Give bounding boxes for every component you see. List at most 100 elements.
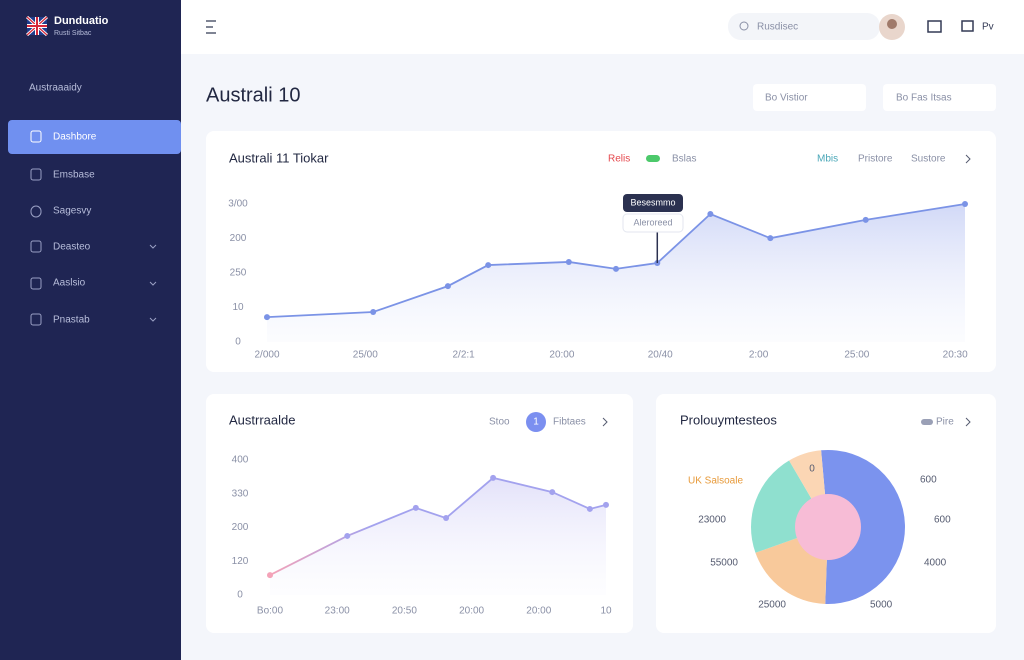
x-tick-label: 20/40 xyxy=(648,350,673,361)
section-label: Austraaaidy xyxy=(29,83,82,94)
point xyxy=(603,501,609,508)
point xyxy=(862,216,869,223)
y-tick-label: 120 xyxy=(232,556,249,567)
pie-label: 600 xyxy=(920,475,937,486)
point xyxy=(485,262,492,269)
user-label[interactable]: Pv xyxy=(982,22,994,33)
pie-center xyxy=(795,494,861,560)
x-tick-label: 25/00 xyxy=(353,350,378,361)
tooltip-value-box xyxy=(622,213,684,233)
chart-title: Australi 11 Tiokar xyxy=(229,150,329,165)
point xyxy=(962,201,968,207)
x-tick-label: 2/2:1 xyxy=(452,350,475,361)
point xyxy=(707,211,714,218)
menu-item[interactable]: Emsbase xyxy=(53,170,95,181)
chevron[interactable] xyxy=(965,417,971,427)
tab[interactable]: Pristore xyxy=(858,154,893,165)
button-label[interactable]: Bo Vistior xyxy=(765,93,808,104)
button[interactable] xyxy=(753,84,866,111)
menu-toggle[interactable] xyxy=(206,20,216,34)
search-placeholder: Rusdisec xyxy=(757,22,798,33)
menu-item[interactable]: Pnastab xyxy=(53,315,90,326)
tab[interactable]: Sustore xyxy=(911,154,946,165)
sidebar: Dunduatio Rusti Sitbac Austraaaidy Dashb… xyxy=(0,0,181,660)
icon xyxy=(30,277,42,290)
page-title: Australi 10 xyxy=(206,84,301,106)
point xyxy=(370,308,377,315)
button-label[interactable]: Bo Fas Itsas xyxy=(896,93,952,104)
pie-slice xyxy=(821,450,905,604)
chevron[interactable] xyxy=(602,417,608,427)
x-tick-label: 20:50 xyxy=(392,606,417,617)
x-tick-label: 20:00 xyxy=(549,350,574,361)
y-tick-label: 0 xyxy=(237,590,243,601)
point xyxy=(565,258,572,265)
line xyxy=(269,476,607,576)
brand-sub: Rusti Sitbac xyxy=(54,30,92,37)
menu-item[interactable]: Aaslsio xyxy=(53,278,86,289)
icon xyxy=(30,130,42,143)
pie-label: 5000 xyxy=(870,600,893,611)
brand: Dunduatio xyxy=(54,15,109,27)
button[interactable] xyxy=(883,84,996,111)
y-tick-label: 330 xyxy=(232,488,249,499)
point xyxy=(267,572,273,579)
legend-entry: Relis xyxy=(608,154,630,165)
sidebar-bg xyxy=(0,0,181,660)
point xyxy=(444,283,451,290)
legend-entry: Bslas xyxy=(672,154,696,165)
legend-swatch xyxy=(921,419,933,425)
legend-swatch xyxy=(646,155,660,162)
pie-label: 55000 xyxy=(710,558,738,569)
point xyxy=(443,515,450,522)
pie-label: UK Salsoale xyxy=(688,476,743,487)
legend-entry: Pire xyxy=(936,417,954,428)
control-badge[interactable] xyxy=(526,412,546,432)
icon xyxy=(30,168,42,181)
point xyxy=(586,505,593,512)
x-tick-label: 2/000 xyxy=(254,350,279,361)
menu-item[interactable]: Dashbore xyxy=(53,132,97,143)
avatar-head xyxy=(887,19,897,29)
chevron[interactable] xyxy=(965,154,971,164)
point xyxy=(344,532,351,539)
area xyxy=(270,477,606,595)
icon-button[interactable] xyxy=(961,20,974,32)
point xyxy=(549,489,556,496)
pie-label: 23000 xyxy=(698,515,726,526)
chart-title: Prolouymtesteos xyxy=(680,412,777,427)
chevron xyxy=(149,317,157,322)
point xyxy=(767,235,774,242)
tab[interactable]: Mbis xyxy=(817,154,838,165)
control[interactable]: Stoo xyxy=(489,417,510,428)
x-tick-label: 20:00 xyxy=(526,606,551,617)
point xyxy=(490,474,497,481)
point xyxy=(412,504,419,511)
pie-label: 4000 xyxy=(924,558,947,569)
chevron xyxy=(149,281,157,286)
point xyxy=(264,314,270,321)
y-tick-label: 0 xyxy=(235,337,241,348)
pie-label: 0 xyxy=(809,464,815,475)
search-icon xyxy=(739,21,749,31)
tooltip-value: Aleroreed xyxy=(633,217,672,227)
pie-label: 600 xyxy=(934,515,951,526)
pie-label: 25000 xyxy=(758,600,786,611)
icon xyxy=(30,240,42,253)
menu-item[interactable]: Deasteo xyxy=(53,242,91,253)
icon-button[interactable] xyxy=(927,20,942,33)
control[interactable]: 1 xyxy=(533,417,539,428)
menu-item[interactable]: Sagesvy xyxy=(53,206,91,217)
active-item[interactable] xyxy=(8,120,181,154)
icon xyxy=(30,313,42,326)
y-tick-label: 10 xyxy=(232,302,244,313)
x-tick-label: 10 xyxy=(600,606,612,617)
search-box[interactable] xyxy=(728,13,880,40)
x-tick-label: Bo:00 xyxy=(257,606,284,617)
tooltip xyxy=(623,194,683,212)
control[interactable]: Fibtaes xyxy=(553,417,586,428)
x-tick-label: 20:00 xyxy=(459,606,484,617)
y-tick-label: 3/00 xyxy=(228,199,248,210)
area xyxy=(267,204,965,342)
